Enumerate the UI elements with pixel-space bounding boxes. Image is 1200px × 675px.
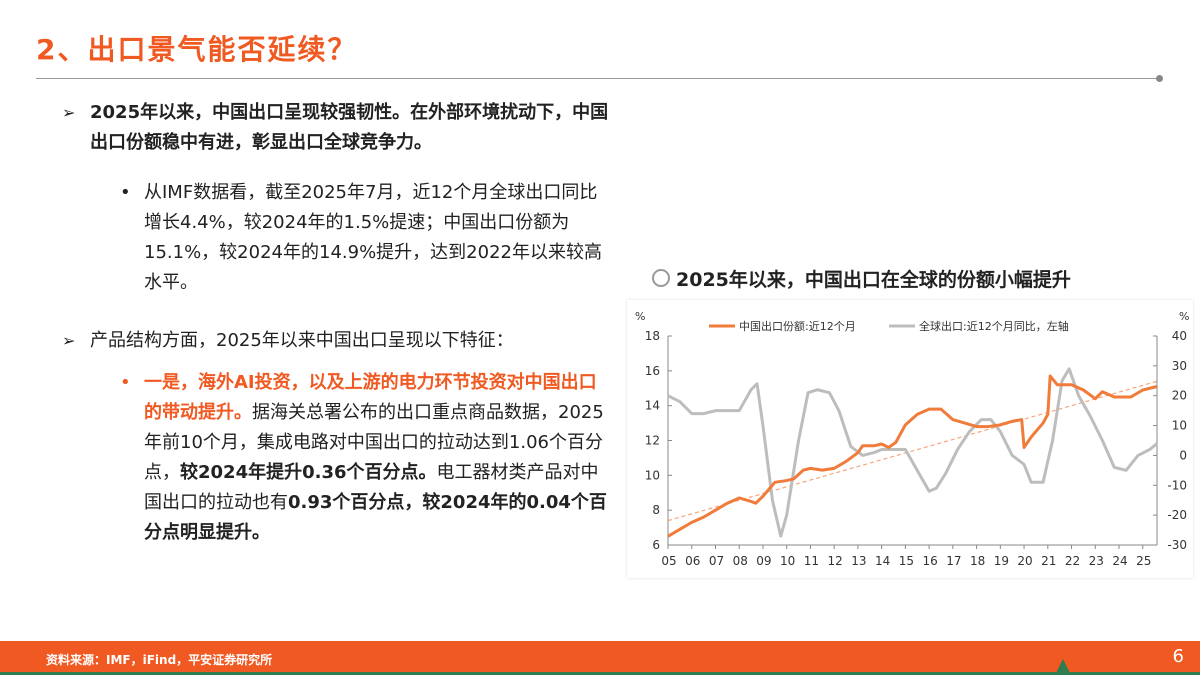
x-tick-label: 17 [946,554,961,568]
right-tick-label: 0 [1179,448,1187,462]
legend-label-china-share: 中国出口份额:近12个月 [739,319,856,333]
left-tick-label: 16 [645,364,660,378]
chart-svg: % % 6 8 10 12 14 16 18 -30 -20 -10 0 10 20 30 40 05 06 07 08… [635,310,1189,568]
left-tick-label: 8 [652,503,660,517]
bullet-text: 产品结构方面，2025年以来中国出口呈现以下特征： [90,330,514,351]
arrow-bullet-icon: ➢ [62,331,76,350]
left-tick-label: 12 [645,434,660,448]
chart: %% 6 8 10 12 14 16 18 -30 -20 -10 0 10 20 30 40 05 06 07 08… [627,300,1193,578]
source-note: 资料来源：IMF，iFind，平安证券研究所 [46,653,273,667]
left-axis-unit: % [635,310,645,323]
chart-title-text: 2025年以来，中国出口在全球的份额小幅提升 [676,269,1071,291]
right-tick-label: -20 [1167,508,1187,522]
right-tick-label: 10 [1172,419,1187,433]
page-title: 2、出口景气能否延续？ [36,33,358,66]
left-tick-label: 10 [645,468,660,482]
x-tick-label: 19 [994,554,1009,568]
bullet-dot-icon: • [120,372,131,393]
x-tick-label: 06 [685,554,700,568]
divider-dot [1156,75,1163,82]
x-tick-label: 18 [970,554,985,568]
left-tick-label: 18 [645,329,660,343]
left-tick-label: 14 [645,399,660,413]
page-number: 6 [1172,646,1184,667]
bullet-text: 0.93个百分点，较2024年的0.04个百分点明显提升。 [144,492,607,543]
x-tick-label: 08 [733,554,748,568]
x-tick-label: 05 [661,554,676,568]
x-tick-label: 23 [1089,554,1104,568]
right-tick-label: 30 [1172,359,1187,373]
x-tick-label: 11 [804,554,819,568]
bullet-text: 较2024年提升0.36个百分点。 [180,462,437,483]
circle-bullet-icon [652,269,670,287]
right-tick-label: 40 [1172,329,1187,343]
chart-title: 2025年以来，中国出口在全球的份额小幅提升 [652,265,1071,292]
bullet-text: 电工器材类产品对中国出口的拉动也有 [144,462,599,513]
right-tick-label: -10 [1167,478,1187,492]
logo-icon [1056,659,1070,673]
bullet-item: ➢ 2025年以来，中国出口呈现较强韧性。在外部环境扰动下，中国出口份额稳中有进，… [62,98,610,158]
x-tick-label: 09 [756,554,771,568]
arrow-bullet-icon: ➢ [62,103,76,122]
bullet-text: 一是，海外AI投资，以及上游的电力环节投资对中国出口的带动提升。 [144,372,597,423]
x-tick-label: 15 [899,554,914,568]
bullet-item: ➢ 产品结构方面，2025年以来中国出口呈现以下特征： [62,326,610,356]
bullet-item: • 一是，海外AI投资，以及上游的电力环节投资对中国出口的带动提升。据海关总署公布… [120,368,610,548]
footer-bar: 资料来源：IMF，iFind，平安证券研究所 6 [0,641,1200,675]
trend-line [667,380,1158,522]
right-axis-unit: % [1179,310,1189,323]
x-tick-label: 24 [1112,554,1127,568]
bullet-text: 从IMF数据看，截至2025年7月，近12个月全球出口同比增长4.4%，较202… [144,182,602,293]
bullet-text: 2025年以来，中国出口呈现较强韧性。在外部环境扰动下，中国出口份额稳中有进，彰… [90,102,609,153]
bullet-text: 据海关总署公布的出口重点商品数据，2025年前10个月，集成电路对中国出口的拉动… [144,402,604,483]
x-tick-label: 07 [709,554,724,568]
right-tick-label: 20 [1172,389,1187,403]
x-tick-label: 20 [1017,554,1032,568]
title-divider [36,78,1158,79]
x-tick-label: 14 [875,554,890,568]
x-tick-label: 10 [780,554,795,568]
right-tick-label: -30 [1167,538,1187,552]
x-tick-label: 16 [922,554,937,568]
left-tick-label: 6 [652,538,660,552]
x-tick-label: 22 [1065,554,1080,568]
x-tick-label: 25 [1136,554,1151,568]
series-line-global-exports [667,367,1158,538]
bullet-dot-icon: • [120,182,131,203]
x-tick-label: 13 [851,554,866,568]
x-tick-label: 21 [1041,554,1056,568]
series-line-china-share [667,374,1158,538]
bullet-item: • 从IMF数据看，截至2025年7月，近12个月全球出口同比增长4.4%，较20… [120,178,610,298]
x-tick-label: 12 [828,554,843,568]
legend-label-global-exports: 全球出口:近12个月同比，左轴 [919,319,1069,333]
